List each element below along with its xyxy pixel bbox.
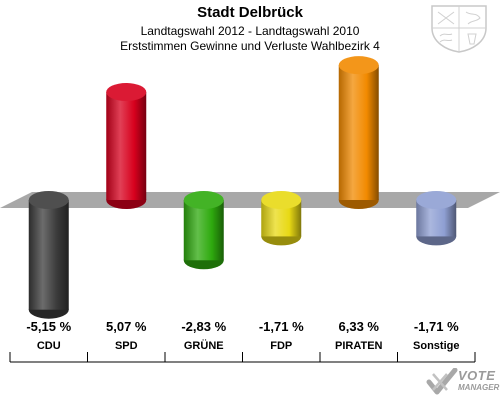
chart-subtitle-election: Landtagswahl 2012 - Landtagswahl 2010	[140, 24, 360, 38]
category-label-grüne: GRÜNE	[183, 340, 224, 352]
category-label-sonstige: Sonstige	[413, 340, 460, 352]
bar-sonstige	[416, 191, 457, 246]
logo-text-vote: VOTE	[458, 368, 496, 383]
chart-subtitle-description: Erststimmen Gewinne und Verluste Wahlbez…	[120, 39, 380, 53]
chart-title: Stadt Delbrück	[197, 4, 303, 21]
bar-grüne	[183, 191, 224, 270]
bar-fdp	[261, 191, 302, 246]
value-label-spd: 5,07 %	[106, 319, 147, 334]
value-label-grüne: -2,83 %	[181, 319, 227, 334]
logo-text-manager: MANAGER	[458, 383, 500, 392]
vote-manager-logo-icon	[426, 368, 458, 395]
category-label-cdu: CDU	[36, 340, 61, 352]
bar-piraten	[338, 56, 379, 209]
category-label-spd: SPD	[114, 340, 138, 352]
value-label-fdp: -1,71 %	[258, 319, 304, 334]
value-label-cdu: -5,15 %	[26, 319, 72, 334]
bar-cdu	[28, 191, 69, 319]
bar-spd	[106, 83, 147, 209]
value-label-sonstige: -1,71 %	[413, 319, 459, 334]
value-label-piraten: 6,33 %	[338, 319, 379, 334]
category-label-piraten: PIRATEN	[335, 340, 383, 352]
category-label-fdp: FDP	[270, 340, 293, 352]
coat-of-arms-icon	[431, 5, 487, 53]
